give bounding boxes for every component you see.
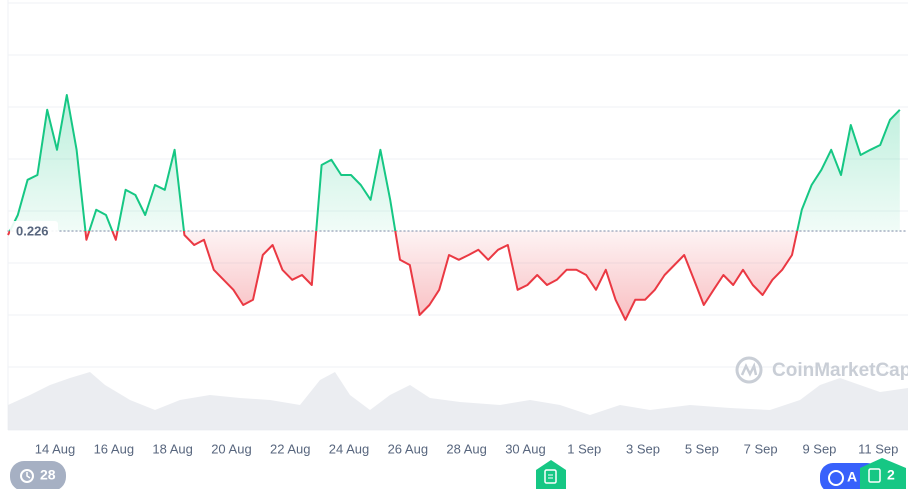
x-tick-label: 20 Aug [211, 441, 252, 456]
x-tick-label: 28 Aug [446, 441, 487, 456]
x-tick-label: 5 Sep [685, 441, 719, 456]
x-tick-label: 11 Sep [858, 441, 898, 456]
x-tick-label: 16 Aug [94, 441, 135, 456]
watermark-text: CoinMarketCap [772, 360, 908, 381]
badge-count: 2 [887, 467, 895, 483]
x-tick-label: 9 Sep [802, 441, 836, 456]
baseline-label-box [10, 221, 58, 241]
x-tick-label: 14 Aug [35, 441, 76, 456]
x-tick-label: 1 Sep [567, 441, 601, 456]
x-tick-label: 24 Aug [329, 441, 370, 456]
volume [8, 372, 908, 430]
x-tick-label: 3 Sep [626, 441, 660, 456]
badge-right[interactable]: A 2 [820, 458, 906, 489]
badge-count: 28 [40, 467, 56, 483]
watermark: CoinMarketCap [735, 356, 908, 384]
x-tick-label: 30 Aug [505, 441, 546, 456]
price-area [8, 95, 900, 320]
baseline-label: 0.226 [16, 223, 49, 238]
x-tick-label: 22 Aug [270, 441, 311, 456]
badge-text: A [847, 469, 857, 485]
x-tick-label: 18 Aug [152, 441, 193, 456]
price-line [7, 94, 901, 321]
x-tick-label: 26 Aug [388, 441, 429, 456]
badge-left: 28 [10, 461, 66, 489]
badge-center[interactable] [536, 460, 566, 489]
x-tick-label: 7 Sep [744, 441, 778, 456]
